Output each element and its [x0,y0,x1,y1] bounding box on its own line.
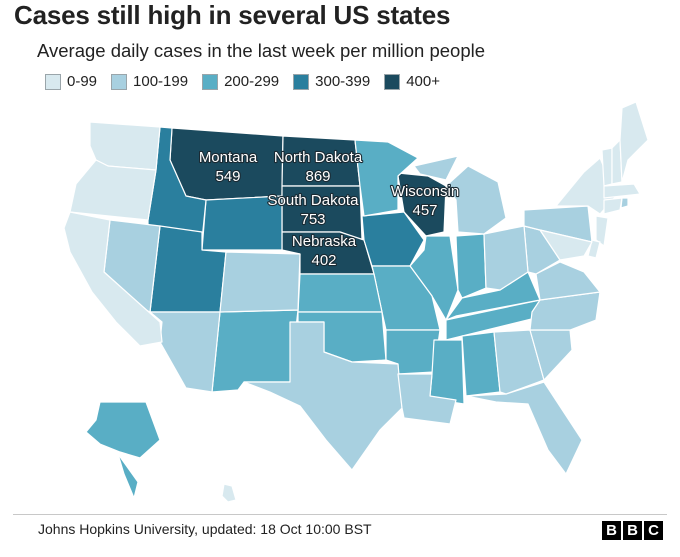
bbc-logo-block: B [623,521,642,540]
state-louisiana [397,373,457,425]
legend: 0-99 100-199 200-299 300-399 400+ [45,73,454,90]
state-label-value: 457 [412,202,437,219]
legend-item: 100-199 [111,73,188,90]
legend-item: 400+ [384,73,440,90]
state-wisconsin [387,171,447,237]
state-label-name: North Dakota [274,149,363,166]
state-label-value: 549 [215,168,240,185]
bbc-logo-block: B [602,521,621,540]
state-ohio [483,225,529,291]
state-maryland [539,229,593,261]
state-arizona [149,311,221,393]
state-label-name: Wisconsin [391,183,459,200]
state-texas [243,321,403,471]
legend-swatch [293,73,310,90]
footer-divider [13,514,667,515]
state-alaska [85,401,161,499]
legend-swatch [45,73,61,90]
state-vermont [601,147,613,187]
state-label-name: Nebraska [292,233,357,250]
state-massachusetts [603,183,641,199]
state-hawaii [221,483,237,503]
state-new-jersey [595,215,609,247]
state-oregon [69,159,157,221]
state-virginia [535,261,601,301]
chart-subtitle: Average daily cases in the last week per… [37,40,486,61]
legend-swatch [384,73,401,90]
source-note: Johns Hopkins University, updated: 18 Oc… [38,521,372,537]
legend-swatch [202,73,219,90]
state-label-name: South Dakota [268,192,360,209]
state-label-value: 753 [300,211,325,228]
chart-title: Cases still high in several US states [14,0,451,30]
state-labels: Montana 549 North Dakota 869 South Dakota 753… [198,148,461,270]
legend-swatch [111,73,128,90]
state-label-value: 402 [311,252,336,269]
legend-label: 400+ [406,73,441,90]
state-kansas [297,273,383,313]
legend-label: 0-99 [67,73,98,90]
bbc-logo: B B C [600,521,663,540]
state-wyoming [201,195,283,251]
state-label-name: Montana [199,149,258,166]
legend-label: 300-399 [315,73,371,90]
state-maine [619,101,649,183]
state-california [63,211,163,347]
legend-label: 100-199 [133,73,189,90]
bbc-logo-block: C [644,521,663,540]
legend-item: 300-399 [293,73,370,90]
legend-item: 200-299 [202,73,279,90]
state-mississippi [429,339,465,405]
state-shapes [63,101,649,503]
state-florida [465,381,583,475]
state-alabama [461,331,501,397]
state-connecticut [603,197,623,215]
legend-label: 200-299 [224,73,280,90]
state-illinois [409,235,459,321]
state-georgia [493,329,545,395]
state-label-value: 869 [305,168,330,185]
state-michigan [413,155,507,235]
state-new-mexico [211,309,299,393]
state-colorado [219,251,301,313]
state-minnesota [354,139,419,217]
legend-item: 0-99 [45,73,97,90]
state-indiana [455,233,487,299]
